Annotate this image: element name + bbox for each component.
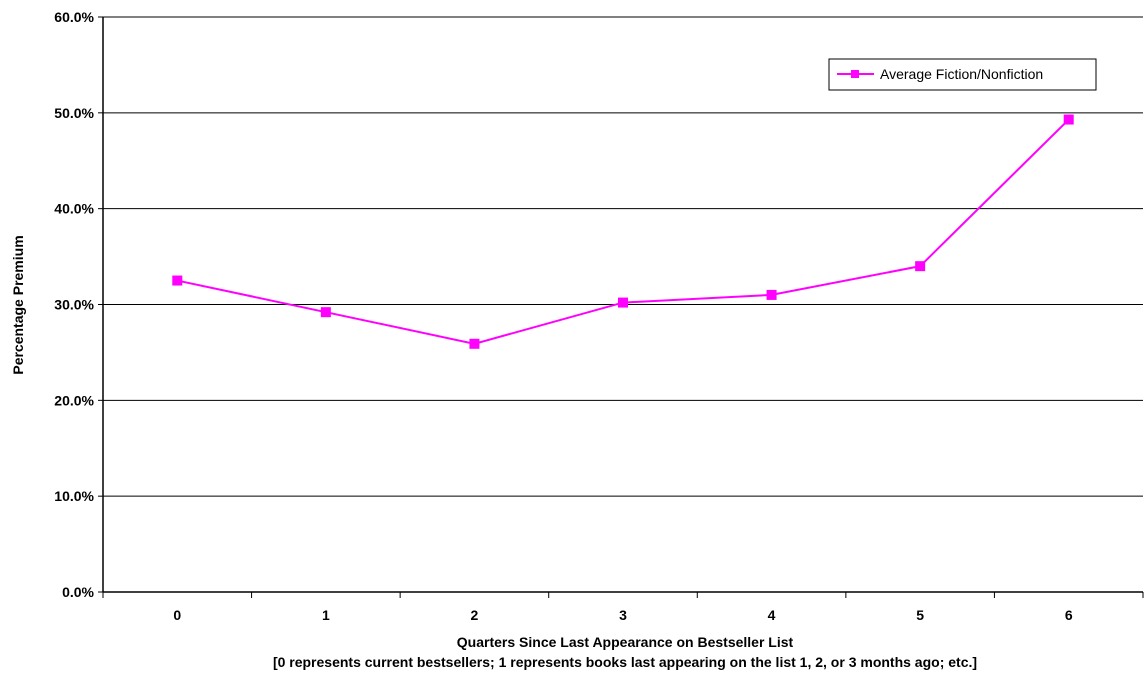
y-tick-label: 40.0% [54,201,94,217]
x-axis-title: Quarters Since Last Appearance on Bestse… [457,634,794,650]
axes [98,16,1144,598]
y-tick-label: 60.0% [54,9,94,25]
tick-labels: 0.0% 10.0% 20.0% 30.0% 40.0% 50.0% 60.0% 0 1 2 3 4 5… [54,9,1073,623]
data-point-marker [618,297,628,308]
x-axis-note: [0 represents current bestsellers; 1 rep… [273,654,977,670]
data-point-marker [172,275,183,286]
y-tick-label: 30.0% [54,297,94,313]
legend-entry-label: Average Fiction/Nonfiction [880,66,1043,82]
y-axis-title: Percentage Premium [10,235,26,374]
legend: Average Fiction/Nonfiction [828,58,1097,91]
y-tick-label: 20.0% [54,392,94,408]
y-tick-label: 0.0% [62,584,94,600]
data-point-marker [469,338,480,349]
data-point-marker [766,289,777,300]
x-tick-label: 5 [916,607,924,623]
y-tick-label: 10.0% [54,488,94,504]
x-tick-label: 0 [173,607,181,623]
data-point-marker [1063,114,1074,125]
series [172,114,1074,349]
legend-marker-square [851,70,859,78]
x-tick-label: 4 [768,607,776,623]
x-tick-label: 3 [619,607,627,623]
x-tick-label: 1 [322,607,330,623]
data-point-marker [915,261,926,272]
x-tick-label: 6 [1065,607,1073,623]
y-tick-label: 50.0% [54,105,94,121]
data-point-marker [320,307,331,318]
x-tick-label: 2 [471,607,479,623]
